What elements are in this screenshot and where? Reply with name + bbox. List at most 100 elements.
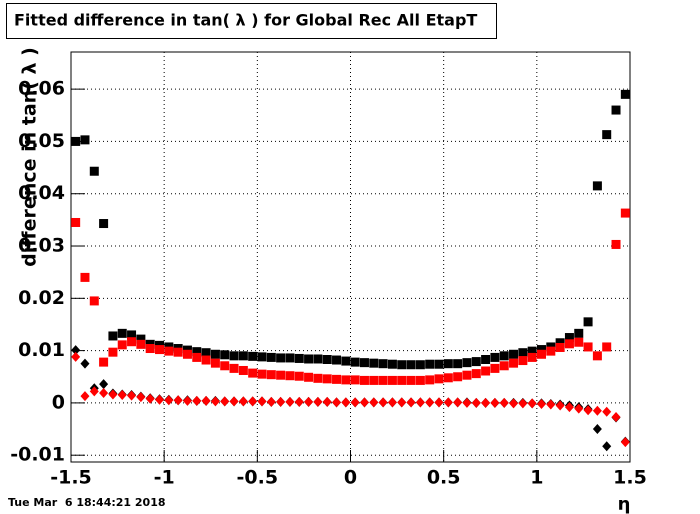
point xyxy=(602,441,612,452)
point xyxy=(155,345,165,355)
point xyxy=(471,397,481,408)
point xyxy=(536,345,546,355)
point xyxy=(173,347,183,357)
point xyxy=(574,403,584,414)
point xyxy=(490,397,500,408)
point xyxy=(238,365,248,375)
point xyxy=(425,375,435,385)
point xyxy=(434,374,444,384)
point xyxy=(304,396,314,407)
y-tick-label: 0.01 xyxy=(18,339,65,361)
point xyxy=(276,396,286,407)
point xyxy=(574,337,584,347)
point xyxy=(229,351,239,361)
point xyxy=(238,396,248,407)
point xyxy=(313,354,323,364)
point xyxy=(182,395,192,406)
point xyxy=(117,328,127,338)
point xyxy=(192,395,202,406)
point xyxy=(210,358,220,368)
point xyxy=(406,397,416,408)
point xyxy=(518,356,528,366)
point xyxy=(313,396,323,407)
x-tick-label: 0 xyxy=(344,467,357,489)
point xyxy=(192,347,202,357)
point xyxy=(378,375,388,385)
point xyxy=(602,406,612,417)
point xyxy=(434,359,444,369)
point xyxy=(201,348,211,358)
point xyxy=(322,374,332,384)
point xyxy=(145,344,155,354)
point xyxy=(266,370,276,380)
point xyxy=(406,375,416,385)
point xyxy=(546,399,556,410)
point xyxy=(71,136,81,146)
point xyxy=(359,358,369,368)
point xyxy=(453,372,463,382)
point xyxy=(71,345,81,356)
point xyxy=(80,358,90,369)
point xyxy=(369,397,379,408)
point xyxy=(602,342,612,352)
point xyxy=(117,340,127,350)
y-tick-label: 0.05 xyxy=(18,130,65,152)
point xyxy=(583,317,593,327)
point xyxy=(425,359,435,369)
point xyxy=(350,397,360,408)
point xyxy=(434,397,444,408)
point xyxy=(332,374,342,384)
point xyxy=(387,397,397,408)
point xyxy=(592,424,602,435)
point xyxy=(350,375,360,385)
point xyxy=(127,390,137,401)
point xyxy=(490,363,500,373)
point xyxy=(294,371,304,381)
point xyxy=(322,355,332,364)
point xyxy=(546,346,556,356)
x-tick-label: 0.5 xyxy=(427,467,461,489)
point xyxy=(509,358,519,368)
point xyxy=(490,352,500,362)
point xyxy=(285,396,295,407)
point xyxy=(378,397,388,408)
plot-frame xyxy=(70,51,631,463)
point xyxy=(136,392,146,403)
point xyxy=(108,331,118,341)
point xyxy=(108,347,118,357)
point xyxy=(518,348,528,358)
point xyxy=(397,360,407,370)
point xyxy=(471,369,481,379)
point xyxy=(471,357,481,367)
point xyxy=(220,396,230,407)
point xyxy=(499,351,509,361)
point xyxy=(248,396,258,407)
point xyxy=(499,361,509,371)
y-tick-label: 0 xyxy=(52,391,65,413)
y-tick-label: -0.01 xyxy=(10,444,65,466)
point xyxy=(276,370,286,380)
point xyxy=(518,398,528,409)
point xyxy=(620,208,630,218)
point xyxy=(322,396,332,407)
point xyxy=(611,412,621,423)
title-box xyxy=(6,3,497,39)
point xyxy=(80,272,90,282)
point xyxy=(294,396,304,407)
point xyxy=(229,363,239,373)
point xyxy=(229,396,239,407)
point xyxy=(350,357,360,367)
point xyxy=(369,375,379,385)
point xyxy=(406,360,416,370)
point xyxy=(294,353,304,363)
point xyxy=(220,361,230,371)
y-tick-label: 0.04 xyxy=(18,182,65,204)
point xyxy=(611,239,621,249)
x-tick-label: 1 xyxy=(530,467,543,489)
point xyxy=(387,359,397,369)
x-tick-label: -1 xyxy=(154,467,175,489)
point xyxy=(136,334,146,344)
point xyxy=(359,375,369,385)
y-tick-label: 0.03 xyxy=(18,235,65,257)
point xyxy=(192,352,202,362)
